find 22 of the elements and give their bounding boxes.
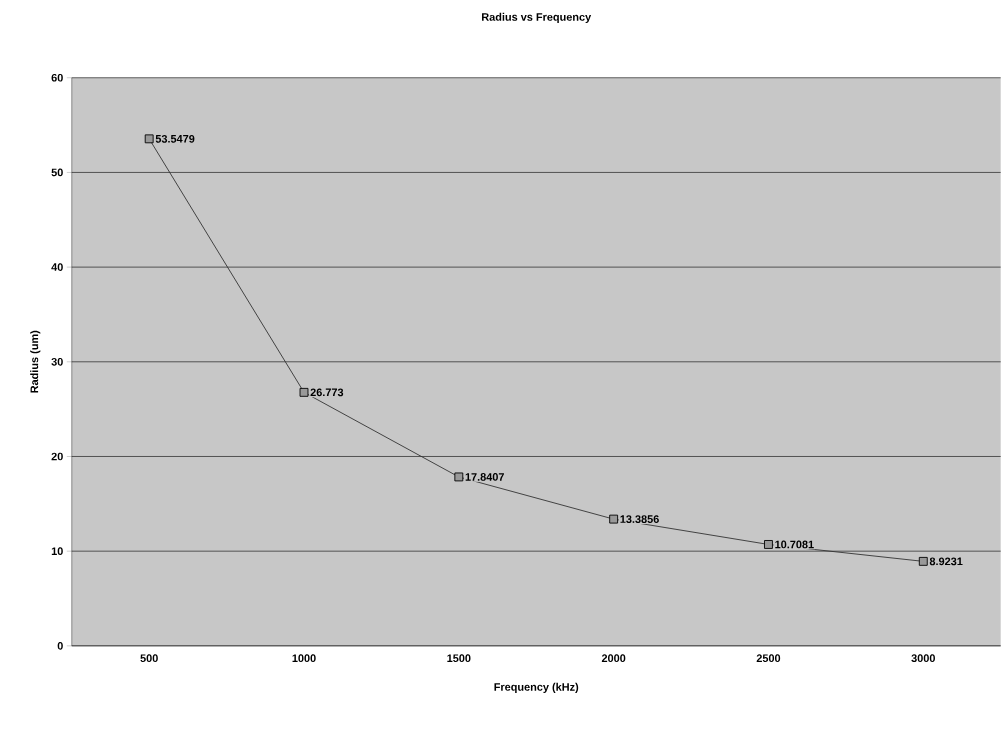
data-label: 26.773 bbox=[310, 388, 344, 397]
x-tick-label: 3000 bbox=[911, 654, 935, 663]
y-tick-label: 10 bbox=[51, 547, 63, 556]
data-label: 10.7081 bbox=[775, 540, 814, 549]
x-tick-label: 1000 bbox=[292, 654, 316, 663]
x-tick-label: 2000 bbox=[601, 654, 626, 663]
x-tick-label: 1500 bbox=[447, 654, 471, 663]
data-label: 17.8407 bbox=[465, 473, 504, 481]
y-tick-label: 30 bbox=[51, 358, 63, 366]
data-label: 13.3856 bbox=[620, 515, 659, 524]
y-tick-label: 60 bbox=[51, 74, 63, 82]
data-label: 53.5479 bbox=[155, 135, 195, 143]
data-label: 8.9231 bbox=[929, 557, 963, 566]
x-tick-label: 2500 bbox=[756, 654, 781, 663]
y-tick-label: 20 bbox=[51, 452, 63, 461]
x-axis-title: Frequency (kHz) bbox=[494, 683, 579, 694]
y-tick-label: 0 bbox=[57, 642, 63, 650]
y-tick-label: 50 bbox=[51, 168, 63, 177]
x-tick-label: 500 bbox=[140, 654, 158, 663]
chart-title: Radius vs Frequency bbox=[482, 13, 592, 24]
y-axis-title: Radius (um) bbox=[30, 330, 41, 393]
y-tick-label: 40 bbox=[51, 263, 63, 272]
